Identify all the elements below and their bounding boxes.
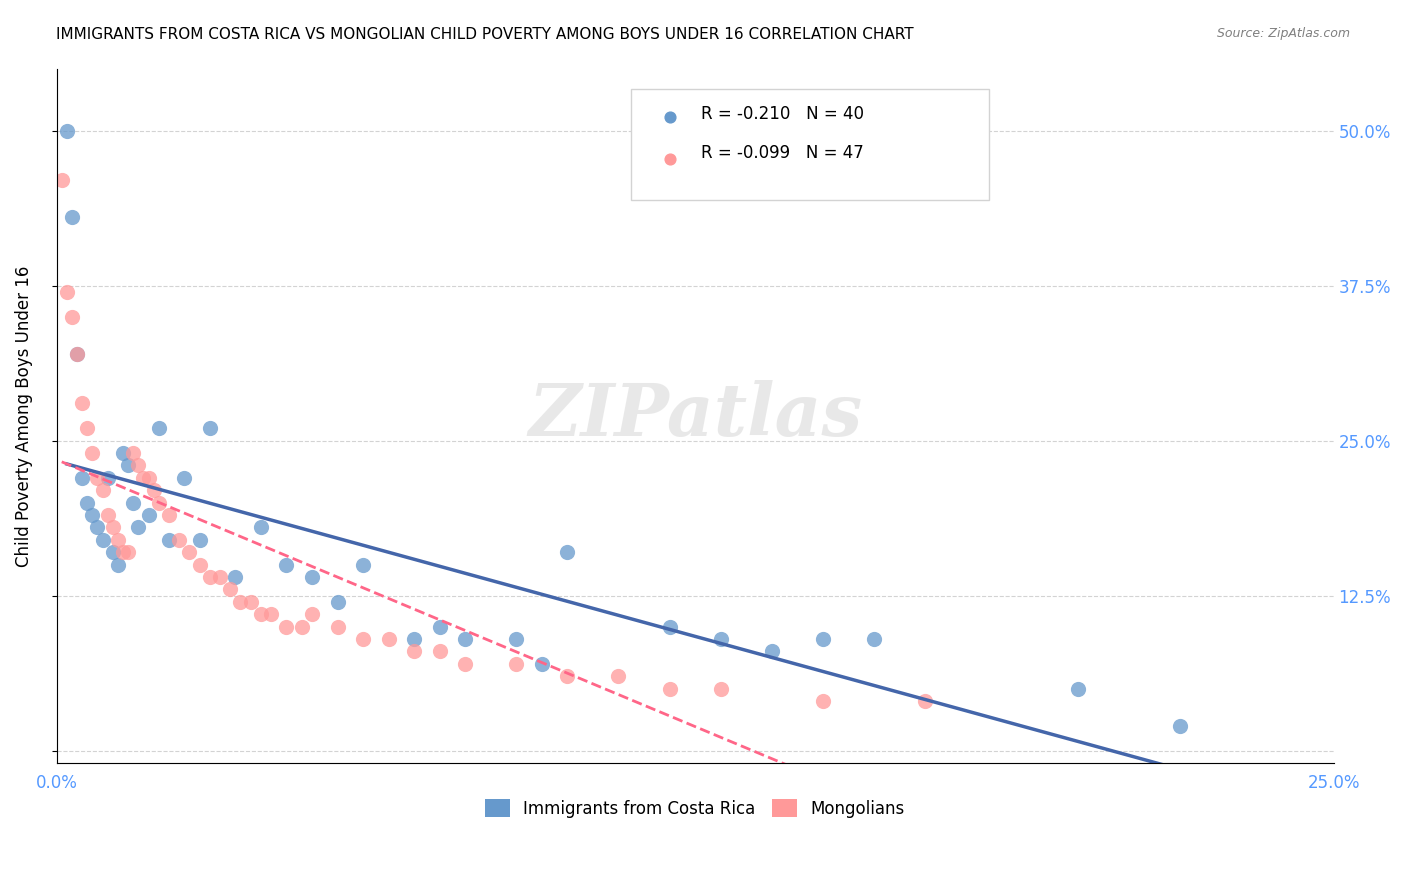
Point bbox=[811, 694, 834, 708]
Point bbox=[56, 285, 79, 299]
Point bbox=[276, 620, 298, 634]
Point bbox=[505, 657, 527, 671]
Point bbox=[1067, 681, 1090, 696]
Point bbox=[250, 607, 273, 622]
Point bbox=[97, 508, 120, 522]
Point bbox=[117, 458, 139, 473]
Point bbox=[505, 632, 527, 646]
Point bbox=[429, 644, 451, 658]
Point bbox=[148, 496, 170, 510]
Point bbox=[138, 508, 160, 522]
Text: Source: ZipAtlas.com: Source: ZipAtlas.com bbox=[1216, 27, 1350, 40]
Point bbox=[107, 533, 129, 547]
Point bbox=[326, 620, 349, 634]
Point bbox=[117, 545, 139, 559]
Point bbox=[66, 347, 89, 361]
Point bbox=[914, 694, 936, 708]
Point bbox=[219, 582, 242, 597]
Point bbox=[229, 595, 252, 609]
Point bbox=[811, 632, 834, 646]
Point bbox=[188, 533, 211, 547]
Point bbox=[70, 396, 93, 410]
Point bbox=[107, 558, 129, 572]
Point bbox=[352, 632, 374, 646]
Point bbox=[60, 310, 83, 324]
Point bbox=[188, 558, 211, 572]
Point bbox=[276, 558, 298, 572]
Point bbox=[82, 446, 104, 460]
Point bbox=[56, 123, 79, 137]
Point bbox=[1168, 719, 1191, 733]
Point bbox=[250, 520, 273, 534]
Point bbox=[91, 483, 114, 498]
Point bbox=[658, 620, 681, 634]
Point bbox=[301, 570, 323, 584]
Point bbox=[454, 657, 477, 671]
Point bbox=[557, 545, 579, 559]
Point bbox=[157, 533, 180, 547]
Point bbox=[404, 632, 426, 646]
Point bbox=[127, 458, 149, 473]
Point bbox=[111, 545, 134, 559]
Point bbox=[291, 620, 314, 634]
Point bbox=[86, 520, 108, 534]
Point bbox=[404, 644, 426, 658]
Text: ZIPatlas: ZIPatlas bbox=[529, 380, 862, 451]
Point bbox=[101, 545, 124, 559]
Point bbox=[82, 508, 104, 522]
Point bbox=[209, 570, 232, 584]
Text: R = -0.210   N = 40: R = -0.210 N = 40 bbox=[702, 104, 865, 123]
Point bbox=[239, 595, 262, 609]
Point bbox=[326, 595, 349, 609]
Point bbox=[761, 644, 783, 658]
Point bbox=[454, 632, 477, 646]
Point bbox=[86, 471, 108, 485]
Point bbox=[179, 545, 201, 559]
Point bbox=[122, 496, 145, 510]
Point bbox=[76, 496, 98, 510]
Point bbox=[429, 620, 451, 634]
Point bbox=[157, 508, 180, 522]
Point bbox=[224, 570, 246, 584]
Point bbox=[76, 421, 98, 435]
Point bbox=[127, 520, 149, 534]
Point bbox=[101, 520, 124, 534]
Point bbox=[198, 421, 221, 435]
Point bbox=[557, 669, 579, 683]
Point bbox=[148, 421, 170, 435]
Point bbox=[862, 632, 884, 646]
Point bbox=[51, 173, 73, 187]
Point bbox=[142, 483, 165, 498]
Point bbox=[658, 681, 681, 696]
Point bbox=[97, 471, 120, 485]
Point bbox=[60, 211, 83, 225]
Point bbox=[198, 570, 221, 584]
Text: IMMIGRANTS FROM COSTA RICA VS MONGOLIAN CHILD POVERTY AMONG BOYS UNDER 16 CORREL: IMMIGRANTS FROM COSTA RICA VS MONGOLIAN … bbox=[56, 27, 914, 42]
Point bbox=[530, 657, 553, 671]
Point bbox=[138, 471, 160, 485]
Point bbox=[122, 446, 145, 460]
Point bbox=[66, 347, 89, 361]
Point bbox=[377, 632, 399, 646]
Point bbox=[710, 681, 733, 696]
Point bbox=[173, 471, 195, 485]
Point bbox=[91, 533, 114, 547]
Point bbox=[260, 607, 283, 622]
Text: R = -0.099   N = 47: R = -0.099 N = 47 bbox=[702, 144, 865, 161]
Y-axis label: Child Poverty Among Boys Under 16: Child Poverty Among Boys Under 16 bbox=[15, 265, 32, 566]
Point bbox=[167, 533, 190, 547]
Point bbox=[132, 471, 155, 485]
Legend: Immigrants from Costa Rica, Mongolians: Immigrants from Costa Rica, Mongolians bbox=[478, 793, 911, 824]
Point bbox=[352, 558, 374, 572]
Point bbox=[70, 471, 93, 485]
Point bbox=[607, 669, 630, 683]
Point bbox=[111, 446, 134, 460]
Point bbox=[710, 632, 733, 646]
FancyBboxPatch shape bbox=[631, 89, 988, 201]
Point bbox=[301, 607, 323, 622]
